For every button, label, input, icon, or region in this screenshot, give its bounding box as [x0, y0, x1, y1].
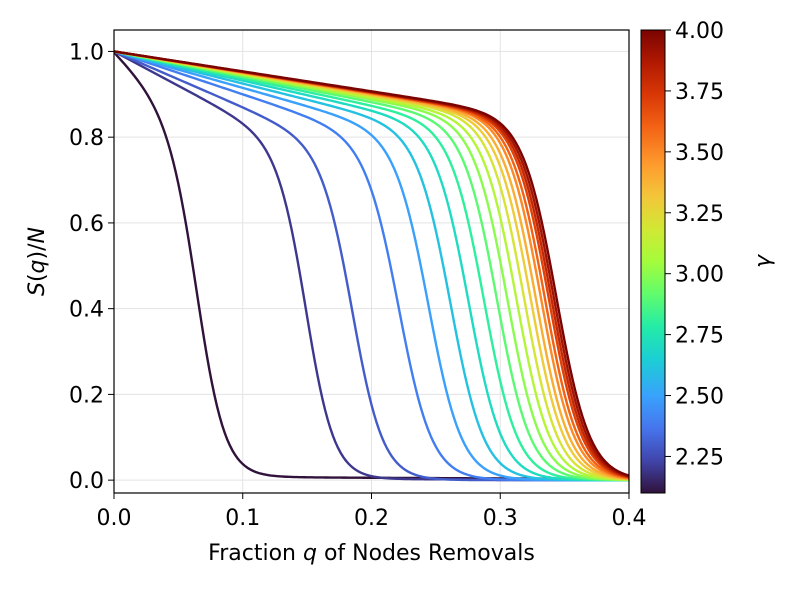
x-tick-label: 0.0: [97, 506, 132, 531]
x-tick-label: 0.2: [354, 506, 389, 531]
colorbar-tick-label: 3.50: [675, 141, 724, 166]
series-line-6: [114, 50, 629, 482]
series-line-5: [114, 50, 629, 482]
y-tick-label: 1.0: [69, 40, 104, 65]
colorbar-tick-label: 2.25: [675, 445, 724, 470]
y-tick-label: 0.8: [69, 126, 104, 151]
x-axis-title: Fraction q of Nodes Removals: [208, 541, 535, 566]
series-line-19: [114, 50, 629, 477]
colorbar-tick-label: 4.00: [675, 19, 724, 44]
x-axis-ticks: 0.0 0.1 0.2 0.3 0.4: [97, 493, 647, 531]
colorbar-tick-label: 3.75: [675, 80, 724, 105]
y-axis-ticks: 0.0 0.2 0.4 0.6 0.8 1.0: [69, 40, 114, 494]
colorbar-tick-label: 2.75: [675, 324, 724, 349]
colorbar-tick-label: 3.25: [675, 202, 724, 227]
x-tick-label: 0.3: [483, 506, 518, 531]
series-lines: [114, 50, 629, 482]
colorbar-label: γ: [751, 254, 776, 268]
colorbar-ticks: 2.25 2.50 2.75 3.00 3.25 3.50 3.75 4.00: [665, 19, 724, 470]
colorbar-tick-label: 2.50: [675, 385, 724, 410]
colorbar-tick-label: 3.00: [675, 263, 724, 288]
colorbar-gradient: [640, 29, 666, 494]
y-tick-label: 0.4: [69, 298, 104, 323]
colorbar: 2.25 2.50 2.75 3.00 3.25 3.50 3.75 4.00 γ: [640, 19, 776, 494]
x-tick-label: 0.4: [612, 506, 647, 531]
y-axis-title: S(q)/N: [25, 227, 50, 296]
x-tick-label: 0.1: [225, 506, 260, 531]
y-tick-label: 0.0: [69, 469, 104, 494]
y-tick-label: 0.2: [69, 383, 104, 408]
y-tick-label: 0.6: [69, 212, 104, 237]
